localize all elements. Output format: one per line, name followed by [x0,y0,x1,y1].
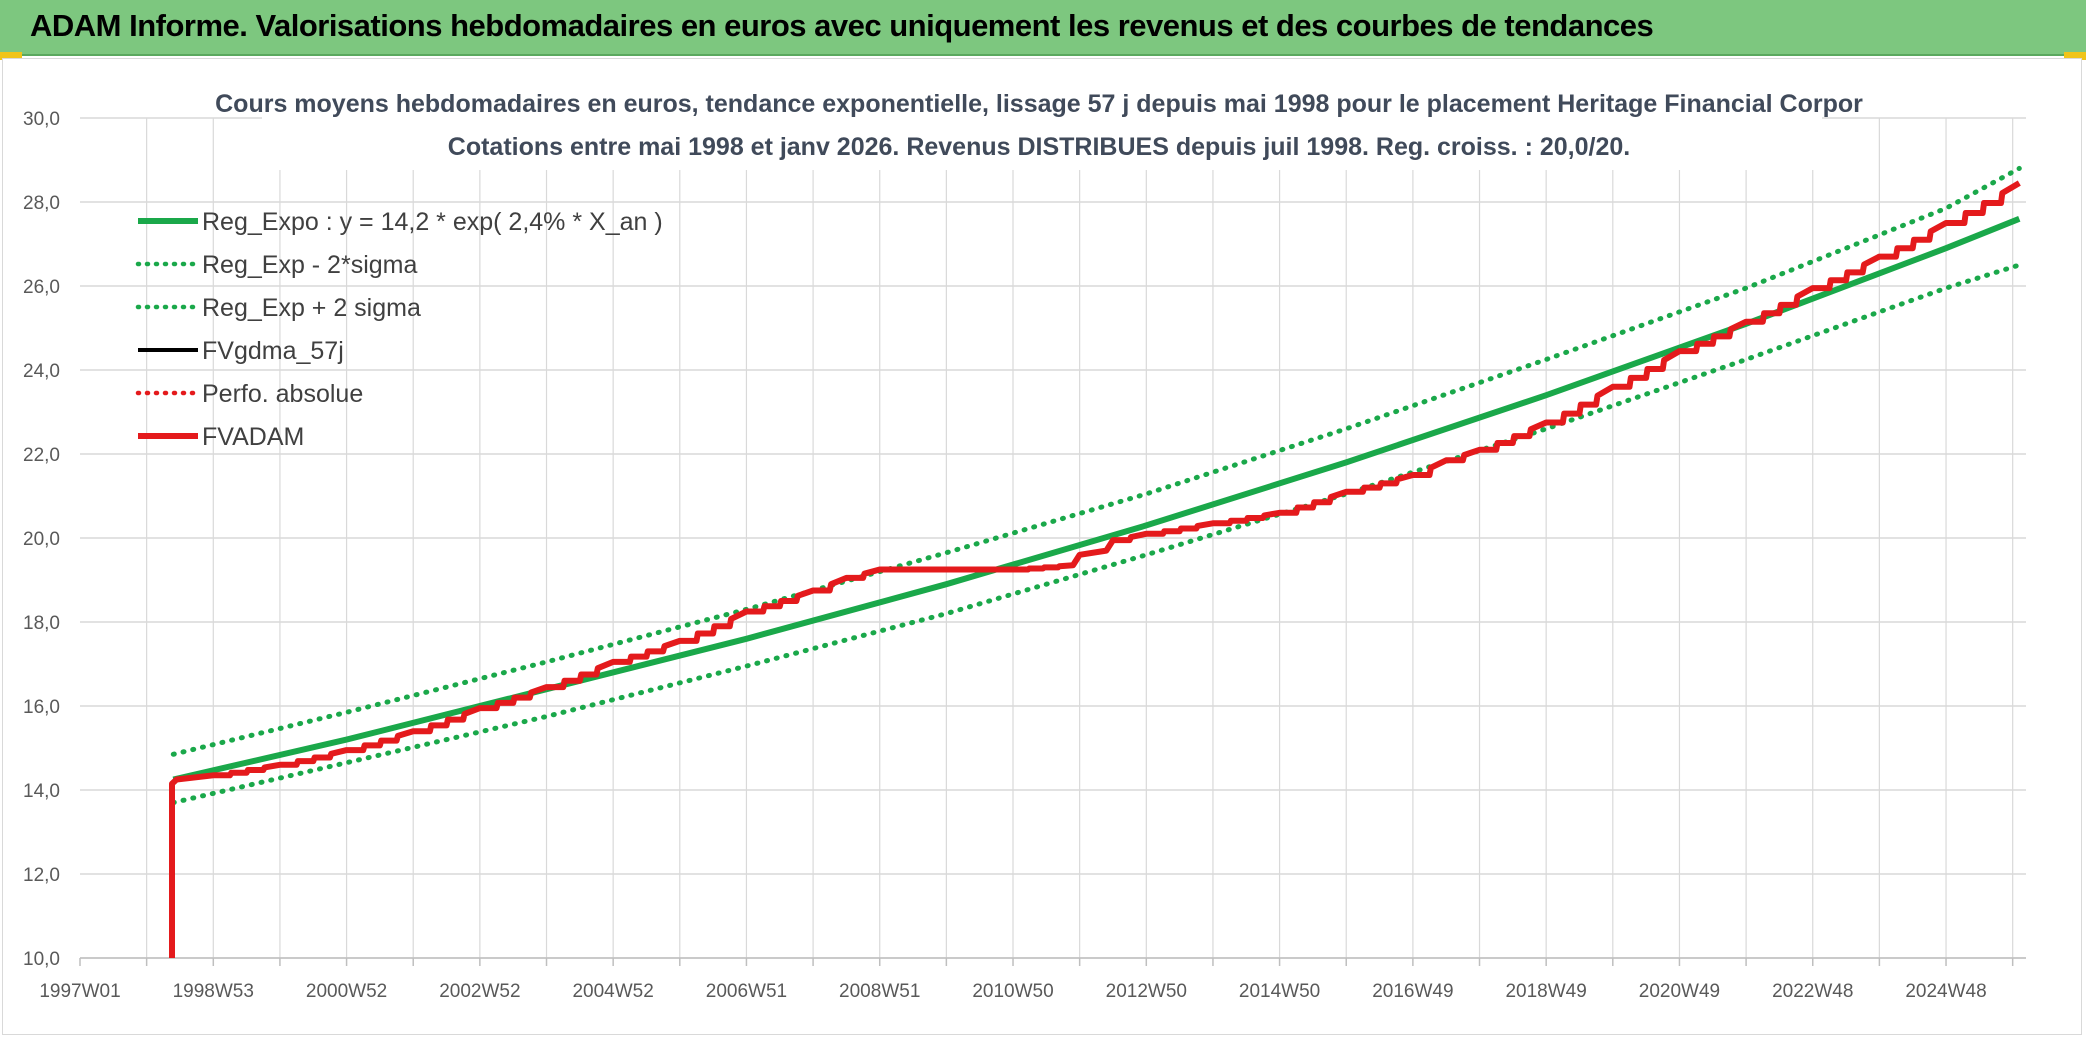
series-line-0 [172,216,2021,783]
report-banner: ADAM Informe. Valorisations hebdomadaire… [0,0,2086,56]
legend-label: FVADAM [202,423,304,451]
series-line-2 [170,165,2022,757]
y-tick-label: 12,0 [23,865,60,886]
x-tick-label: 2002W52 [439,981,520,1002]
x-tick-label: 2004W52 [572,981,653,1002]
y-tick-label: 22,0 [23,445,60,466]
x-tick-label: 2022W48 [1772,981,1853,1002]
x-tick-label: 1997W01 [39,981,120,1002]
x-tick-label: 2024W48 [1905,981,1986,1002]
series-line-5 [169,180,2021,958]
x-tick-label: 2016W49 [1372,981,1453,1002]
x-tick-label: 2008W51 [839,981,920,1002]
y-tick-label: 18,0 [23,613,60,634]
x-tick-label: 2006W51 [706,981,787,1002]
y-tick-label: 28,0 [23,193,60,214]
legend-label: FVgdma_57j [202,337,344,365]
x-tick-label: 2010W50 [972,981,1053,1002]
y-tick-label: 14,0 [23,781,60,802]
series [169,165,2022,958]
x-tick-label: 2014W50 [1239,981,1320,1002]
x-tick-label: 2018W49 [1505,981,1586,1002]
corner-accent-right [2064,52,2086,60]
chart-area [2,58,2082,1035]
legend-label: Perfo. absolue [202,380,363,408]
legend-label: Reg_Expo : y = 14,2 * exp( 2,4% * X_an ) [202,208,663,236]
legend: Reg_Expo : y = 14,2 * exp( 2,4% * X_an )… [135,208,663,451]
x-tick-label: 1998W53 [173,981,254,1002]
y-tick-label: 16,0 [23,697,60,718]
legend-label: Reg_Exp - 2*sigma [202,251,417,279]
axes: 10,0 12,0 14,0 16,0 18,0 20,0 22,0 24,0 26,0 28,0… [23,109,2026,1002]
chart-title-line-1: Cours moyens hebdomadaires en euros, ten… [215,90,1863,118]
chart-title-background [262,84,1822,170]
report-title: ADAM Informe. Valorisations hebdomadaire… [30,8,1654,43]
x-tick-label: 2012W50 [1106,981,1187,1002]
y-tick-label: 24,0 [23,361,60,382]
x-tick-label: 2020W49 [1639,981,1720,1002]
corner-accent-left [0,52,22,60]
y-tick-label: 10,0 [23,949,60,970]
chart-title: Cours moyens hebdomadaires en euros, ten… [215,84,1863,170]
y-tick-label: 26,0 [23,277,60,298]
y-tick-label: 30,0 [23,109,60,130]
y-tick-label: 20,0 [23,529,60,550]
grid [80,117,2026,959]
x-tick-label: 2000W52 [306,981,387,1002]
legend-label: Reg_Exp + 2 sigma [202,294,421,322]
chart-title-line-2: Cotations entre mai 1998 et janv 2026. R… [448,133,1630,161]
